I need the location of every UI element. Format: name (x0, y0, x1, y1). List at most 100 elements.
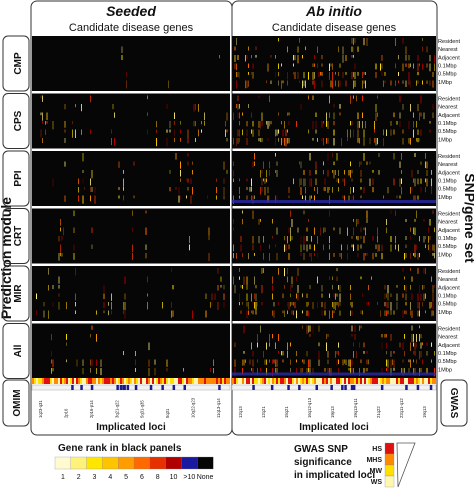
heat-cell (356, 95, 357, 102)
heat-cell (251, 310, 252, 314)
heat-cell (111, 129, 112, 134)
gwas-cell (142, 378, 144, 384)
heat-cell (233, 138, 234, 145)
gwas-cell (76, 378, 78, 384)
heat-cell (162, 302, 163, 309)
heat-cell (261, 187, 263, 192)
heat-cell (272, 310, 273, 316)
gwas-cell (94, 378, 96, 384)
heat-cell (311, 253, 312, 262)
heat-cell (299, 38, 300, 43)
heat-cell (366, 368, 368, 372)
heat-cell (339, 253, 341, 257)
heat-cell (381, 368, 383, 375)
gwas-cell (232, 378, 234, 384)
locus-tick-label: 22q11-q12 (399, 398, 404, 418)
heat-cell (248, 104, 249, 108)
heat-cell (366, 359, 368, 365)
heat-cell (360, 161, 362, 165)
heat-cell (353, 342, 354, 347)
heat-cell (363, 80, 365, 84)
omim-mark (119, 385, 123, 390)
heat-cell (324, 310, 326, 316)
heat-cell (169, 170, 171, 174)
locus-tick-label: 12q21 (261, 406, 266, 418)
gwas-cell (74, 378, 76, 384)
gwas-cell (212, 378, 214, 384)
heat-cell (390, 351, 392, 357)
heat-cell (351, 195, 353, 201)
rank-swatch-6 (149, 456, 167, 470)
heat-cell (306, 293, 308, 298)
gwas-cell (46, 378, 48, 384)
locus-tick-label: 2p16-p14 (89, 400, 94, 418)
heat-cell (414, 153, 416, 157)
gwas-cell (176, 378, 178, 384)
gwas-cell (156, 378, 158, 384)
heat-cell (260, 219, 261, 222)
heat-cell (372, 178, 374, 186)
heat-cell (351, 359, 353, 366)
gwas-cell (404, 378, 406, 384)
heat-cell (434, 253, 435, 259)
heat-cell (387, 310, 389, 315)
heat-cell (333, 293, 335, 298)
heat-cell (317, 236, 318, 244)
gwas-cell (56, 378, 58, 384)
heat-cell (52, 359, 54, 368)
heat-cell (73, 253, 75, 260)
heat-cell (264, 359, 266, 365)
heat-cell (285, 129, 287, 137)
heat-cell (351, 95, 353, 104)
heat-cell (275, 72, 276, 78)
heat-cell (267, 121, 269, 129)
heat-cell (344, 195, 345, 203)
gwas-cell (80, 378, 82, 384)
heat-cell (275, 170, 276, 173)
heat-cell (417, 293, 419, 301)
heat-cell (302, 325, 303, 329)
heat-cell (242, 368, 243, 375)
heat-cell (420, 351, 422, 358)
heat-cell (261, 268, 263, 274)
gwas-cell (116, 378, 118, 384)
heat-cell (273, 310, 275, 318)
heat-cell (353, 351, 354, 358)
heat-cell (306, 236, 308, 242)
heat-cell (252, 244, 254, 251)
gwas-cell (322, 378, 324, 384)
omim-mark (172, 385, 176, 390)
heat-cell (317, 187, 318, 194)
rank-label-4: 5 (124, 474, 128, 481)
heat-cell (393, 178, 395, 186)
gwas-cell (54, 378, 56, 384)
heat-cell (357, 46, 359, 52)
module-label-crt: CRT (13, 226, 24, 247)
heat-cell (285, 138, 287, 147)
heat-cell (242, 253, 243, 257)
heat-cell (96, 359, 97, 366)
heat-cell (260, 121, 261, 129)
heat-cell (296, 359, 297, 363)
heat-cell (416, 359, 417, 364)
rank-label-5: 6 (140, 474, 144, 481)
heat-cell (296, 121, 297, 127)
heat-cell (156, 121, 157, 128)
gwas-legend-line2: significance (294, 457, 352, 468)
heat-cell (278, 38, 279, 42)
heat-cell (207, 195, 208, 199)
heat-cell (237, 104, 239, 110)
snp-set-label-mir-2: Adjacent (438, 285, 460, 291)
gwas-cell (350, 378, 352, 384)
omim-mark (287, 385, 290, 390)
heat-cell (363, 342, 365, 348)
gwas-level-2: MW (370, 468, 383, 475)
heat-cell (393, 368, 395, 371)
heat-cell (323, 161, 324, 166)
heat-cell (284, 244, 285, 252)
gwas-cell (92, 378, 94, 384)
snp-set-label-cps-0: Resident (438, 97, 461, 103)
heat-cell (354, 334, 356, 340)
snp-set-label-cps-3: 0.1Mbp (438, 121, 457, 127)
heat-cell (413, 129, 414, 138)
